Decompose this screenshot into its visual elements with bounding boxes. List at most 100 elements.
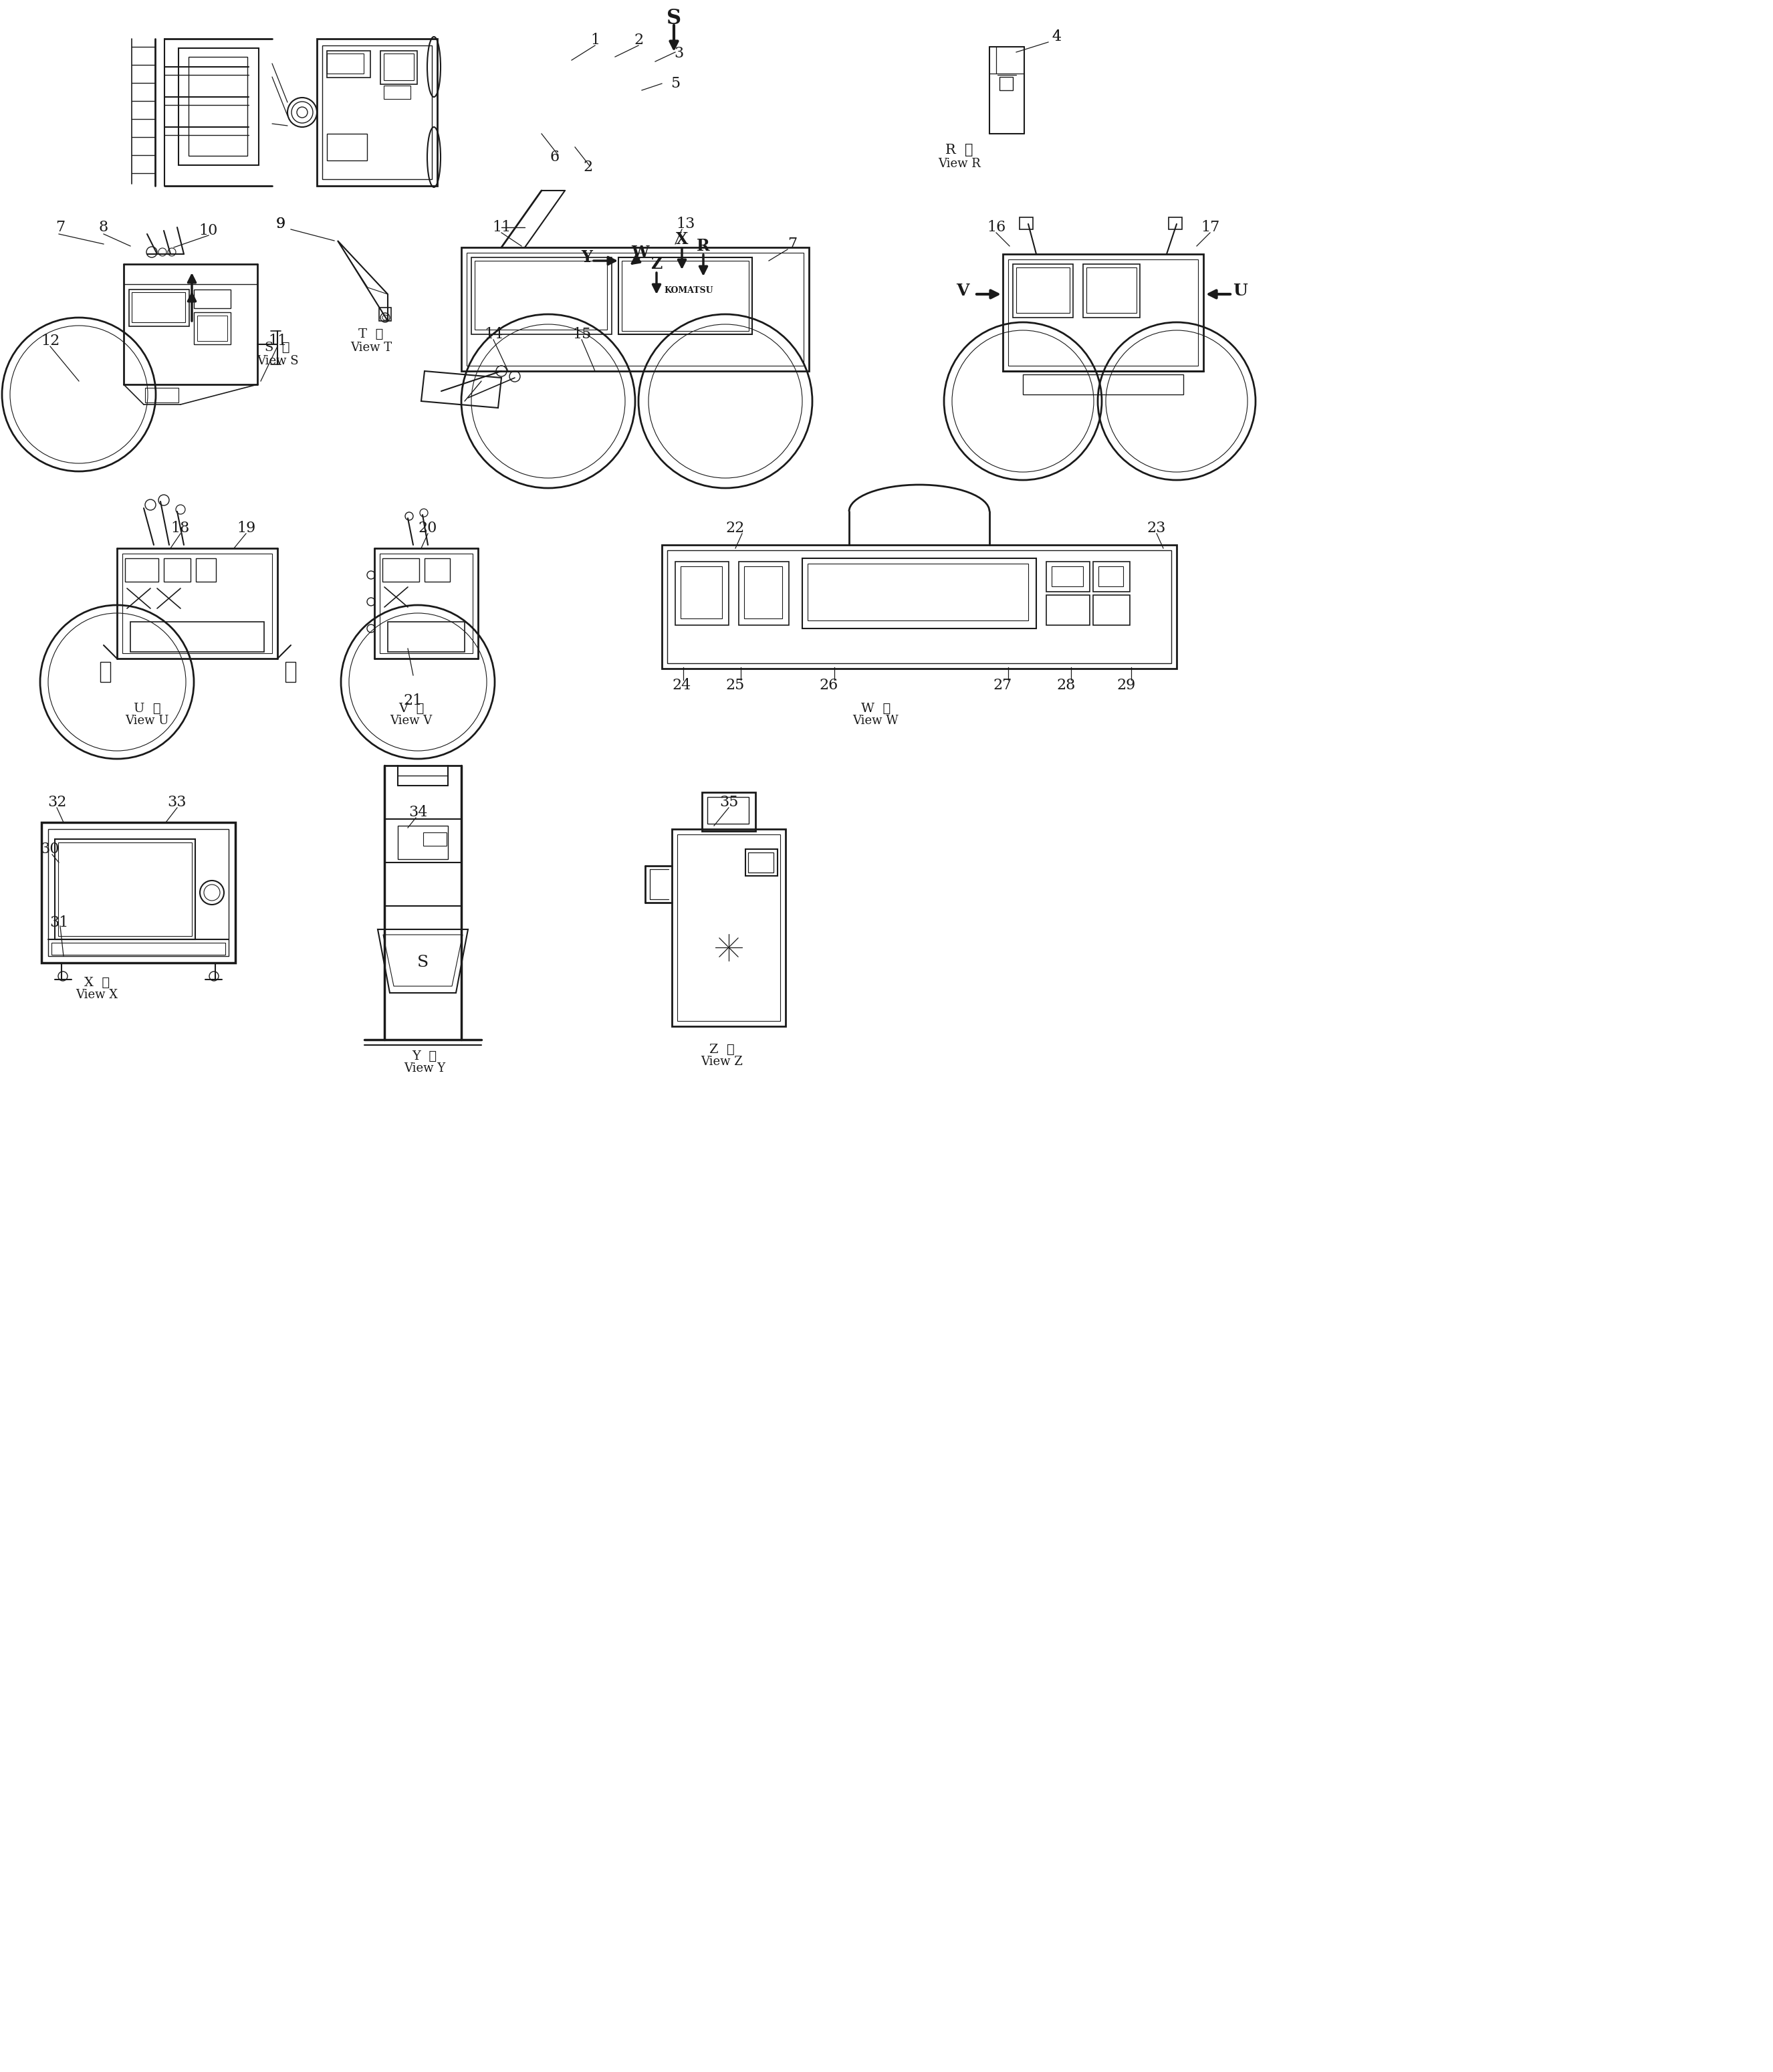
- Text: T  視: T 視: [358, 327, 383, 340]
- Text: X: X: [676, 232, 688, 247]
- Bar: [285, 661, 296, 682]
- Bar: [1046, 595, 1090, 626]
- Text: 21: 21: [404, 694, 422, 709]
- Bar: [1000, 77, 1012, 91]
- Text: R  視: R 視: [945, 145, 973, 157]
- Bar: [383, 557, 418, 582]
- Bar: [383, 85, 411, 99]
- Bar: [388, 622, 465, 653]
- Text: 17: 17: [1200, 220, 1220, 234]
- Bar: [745, 566, 782, 617]
- Bar: [619, 257, 752, 334]
- Bar: [55, 839, 195, 939]
- Text: 13: 13: [676, 218, 695, 232]
- Bar: [131, 622, 264, 653]
- Bar: [801, 557, 1035, 628]
- Text: 1: 1: [590, 33, 599, 48]
- Bar: [472, 257, 612, 334]
- Text: 34: 34: [408, 806, 427, 821]
- Bar: [51, 943, 225, 955]
- Text: S: S: [417, 955, 429, 970]
- Text: View Z: View Z: [700, 1057, 743, 1067]
- Bar: [326, 135, 367, 160]
- Text: 10: 10: [199, 224, 218, 238]
- Bar: [676, 562, 729, 626]
- Text: 23: 23: [1147, 520, 1167, 535]
- Bar: [323, 46, 433, 178]
- Bar: [739, 562, 789, 626]
- Text: 24: 24: [672, 678, 691, 692]
- Text: Z  視: Z 視: [709, 1044, 734, 1057]
- Bar: [379, 307, 392, 321]
- Text: 22: 22: [725, 520, 745, 535]
- Text: 25: 25: [725, 678, 745, 692]
- Text: 8: 8: [99, 220, 108, 234]
- Text: V: V: [956, 282, 970, 298]
- Text: 4: 4: [1051, 29, 1060, 44]
- Bar: [145, 387, 179, 402]
- Bar: [1083, 263, 1140, 317]
- Bar: [702, 792, 755, 831]
- Bar: [101, 661, 110, 682]
- Bar: [1099, 566, 1122, 586]
- Text: U  視: U 視: [133, 702, 161, 715]
- Text: View Y: View Y: [404, 1063, 445, 1075]
- Text: 18: 18: [170, 520, 190, 535]
- Bar: [131, 292, 184, 323]
- Text: 33: 33: [168, 796, 186, 810]
- Text: View W: View W: [853, 715, 899, 727]
- Text: W  視: W 視: [862, 702, 890, 715]
- Bar: [195, 557, 216, 582]
- Bar: [461, 247, 808, 371]
- Text: S  視: S 視: [264, 342, 291, 354]
- Bar: [1087, 267, 1136, 313]
- Text: 20: 20: [418, 520, 438, 535]
- Text: 3: 3: [674, 46, 683, 60]
- Text: 35: 35: [720, 796, 738, 810]
- Bar: [707, 798, 748, 825]
- Bar: [188, 56, 248, 155]
- Text: 12: 12: [41, 334, 60, 348]
- Text: 29: 29: [1117, 678, 1136, 692]
- Bar: [381, 52, 417, 85]
- Text: 5: 5: [670, 77, 681, 91]
- Text: 28: 28: [1057, 678, 1076, 692]
- Text: 9: 9: [277, 218, 285, 232]
- Text: R: R: [697, 238, 709, 255]
- Text: 30: 30: [41, 841, 60, 856]
- Bar: [59, 843, 191, 937]
- Bar: [1051, 566, 1083, 586]
- Bar: [317, 39, 438, 186]
- Text: 19: 19: [236, 520, 255, 535]
- Text: Z: Z: [651, 257, 663, 271]
- Bar: [179, 48, 259, 166]
- Text: Y: Y: [582, 249, 592, 265]
- Bar: [122, 553, 271, 653]
- Bar: [193, 313, 230, 344]
- Bar: [661, 545, 1177, 669]
- Text: 11: 11: [491, 220, 511, 234]
- Text: W: W: [631, 244, 649, 261]
- Text: 7: 7: [787, 236, 796, 251]
- Text: 16: 16: [988, 220, 1005, 234]
- Bar: [1004, 255, 1204, 371]
- Bar: [48, 829, 229, 955]
- Text: 27: 27: [993, 678, 1012, 692]
- Bar: [622, 261, 748, 332]
- Bar: [1046, 562, 1090, 593]
- Bar: [41, 823, 236, 963]
- Text: 31: 31: [50, 916, 69, 930]
- Bar: [667, 551, 1172, 663]
- Text: Y  視: Y 視: [411, 1051, 436, 1063]
- Bar: [1012, 263, 1073, 317]
- Bar: [1009, 259, 1199, 367]
- Text: U: U: [1232, 282, 1248, 298]
- Text: 7: 7: [55, 220, 66, 234]
- Bar: [383, 54, 413, 81]
- Bar: [397, 827, 449, 860]
- Text: 14: 14: [484, 327, 504, 342]
- Text: 9: 9: [277, 218, 285, 232]
- Bar: [424, 833, 447, 845]
- Bar: [326, 54, 363, 73]
- Text: 2: 2: [583, 160, 592, 174]
